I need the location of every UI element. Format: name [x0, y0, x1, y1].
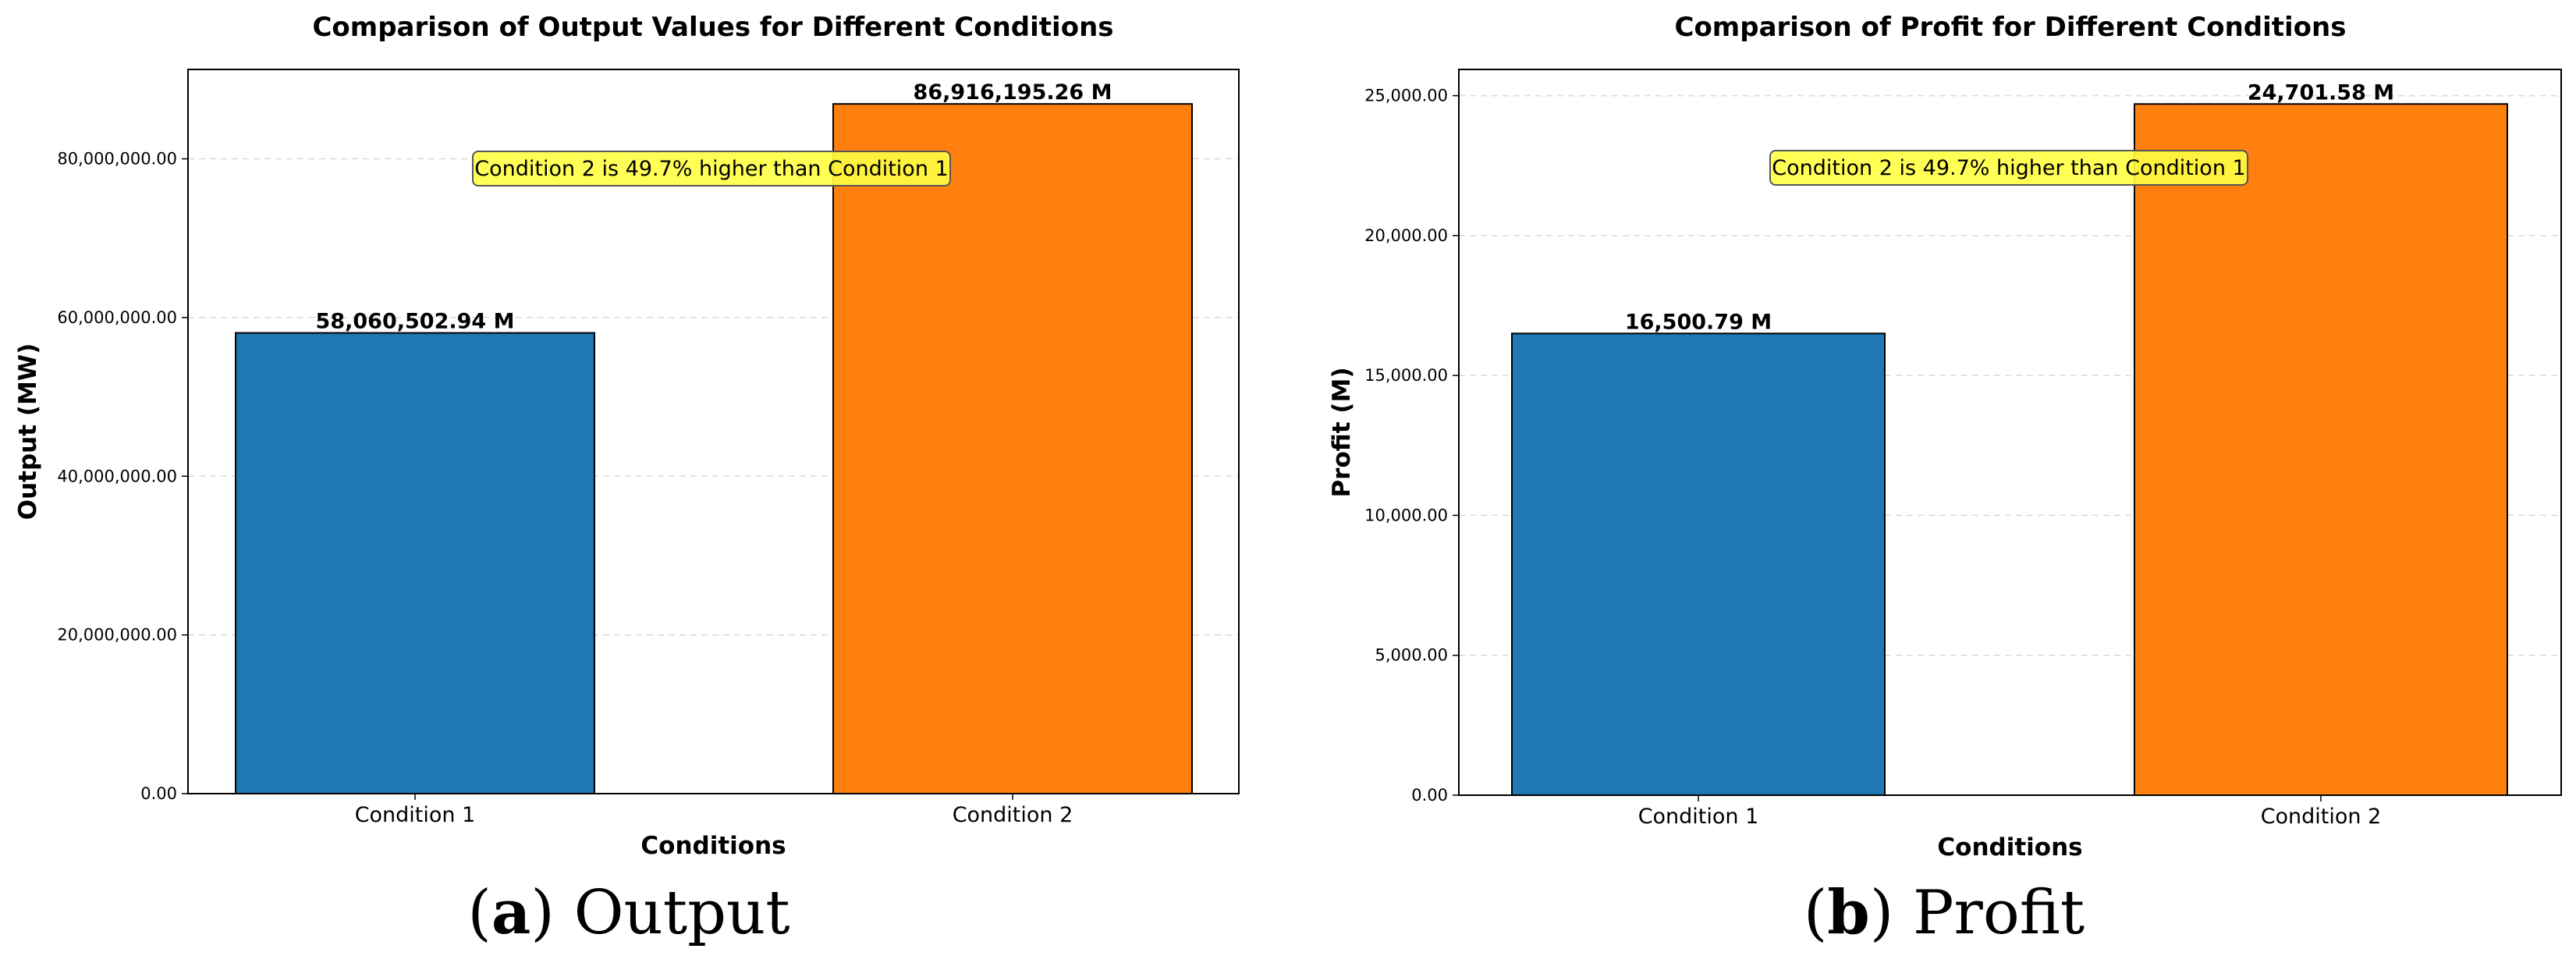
caption-text: ) Output: [530, 878, 789, 948]
annotation-text: Condition 2 is 49.7% higher than Conditi…: [474, 157, 948, 181]
x-tick-label: Condition 2: [2261, 805, 2382, 829]
caption-letter: a: [491, 877, 531, 948]
subfigure-caption: (a) Output: [467, 877, 789, 948]
x-tick-label: Condition 2: [953, 803, 1073, 827]
y-tick-label: 20,000,000.00: [57, 626, 177, 645]
y-tick-label: 20,000.00: [1364, 226, 1448, 245]
chart-title: Comparison of Profit for Different Condi…: [1675, 12, 2347, 43]
y-tick-label: 80,000,000.00: [57, 150, 177, 169]
y-tick-label: 0.00: [140, 784, 177, 803]
y-tick-label: 15,000.00: [1364, 366, 1448, 385]
y-tick-label: 0.00: [1411, 786, 1448, 805]
bar-2: [832, 103, 1193, 794]
chart-title: Comparison of Output Values for Differen…: [312, 12, 1113, 43]
y-tick-label: 5,000.00: [1375, 646, 1448, 665]
x-axis-label: Conditions: [1937, 833, 2082, 862]
annotation-text: Condition 2 is 49.7% higher than Conditi…: [1772, 156, 2245, 180]
plot-frame: [187, 69, 1240, 794]
x-tick-label: Condition 1: [355, 803, 476, 827]
annotation-box: [1769, 150, 2248, 186]
annotation-box: [472, 151, 951, 187]
data-label-2: 86,916,195.26 M: [914, 80, 1112, 105]
y-tick-label: 40,000,000.00: [57, 467, 177, 485]
subfigure-caption: (b) Profit: [1804, 877, 2085, 948]
bar-1: [235, 332, 595, 795]
y-axis-label: Output (MW): [14, 343, 42, 521]
caption-text: ) Profit: [1870, 878, 2085, 948]
bar-1: [1511, 332, 1886, 796]
caption-paren-open: (: [1804, 878, 1827, 948]
bar-2: [2134, 103, 2508, 796]
data-label-1: 58,060,502.94 M: [316, 310, 515, 334]
x-axis-label: Conditions: [640, 832, 786, 860]
caption-letter: b: [1827, 877, 1870, 948]
data-label-2: 24,701.58 M: [2248, 80, 2394, 105]
plot-frame: [1458, 69, 2562, 796]
caption-paren-open: (: [467, 878, 491, 948]
y-tick-label: 60,000,000.00: [57, 308, 177, 327]
data-label-1: 16,500.79 M: [1625, 310, 1772, 334]
y-axis-label: Profit (M): [1328, 367, 1356, 497]
y-tick-label: 25,000.00: [1364, 87, 1448, 105]
y-tick-label: 10,000.00: [1364, 506, 1448, 524]
x-tick-label: Condition 1: [1638, 805, 1759, 829]
